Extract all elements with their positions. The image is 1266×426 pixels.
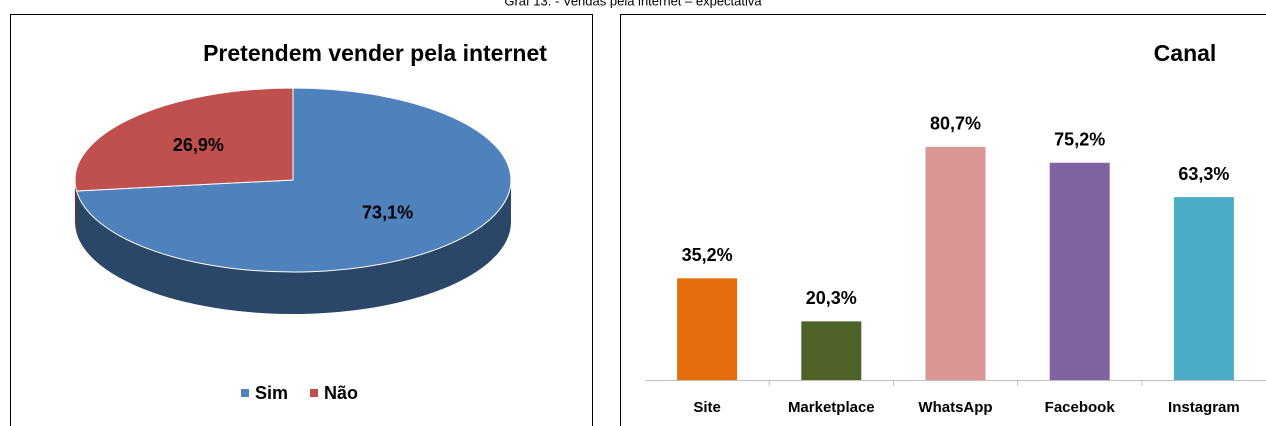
x-tick-label: WhatsApp (918, 399, 992, 416)
caption: Graf 13. - Vendas pela internet – expect… (504, 0, 762, 8)
bar (801, 321, 862, 380)
x-tick-label: Site (693, 399, 721, 416)
bar (1049, 162, 1110, 380)
legend-label: Não (324, 383, 358, 403)
legend-swatch (241, 389, 249, 397)
x-tick-label: Facebook (1045, 399, 1116, 416)
pie-title: Pretendem vender pela internet (203, 40, 547, 66)
data-label: 80,7% (930, 114, 981, 134)
data-label: 20,3% (806, 288, 857, 308)
legend-label: Sim (255, 383, 288, 403)
pie-slice (75, 87, 512, 273)
bar (1173, 197, 1234, 380)
bar (925, 146, 986, 380)
data-label: 75,2% (1054, 130, 1105, 150)
bar (677, 278, 738, 380)
bar-title: Canal (1154, 40, 1217, 66)
pie-side (76, 180, 512, 314)
pie-slice (74, 87, 294, 192)
x-tick-label: Instagram (1168, 399, 1240, 416)
x-tick-label: Marketplace (788, 399, 875, 416)
data-label: 26,9% (173, 135, 224, 155)
data-label: 73,1% (362, 202, 413, 222)
pie-side (75, 180, 77, 233)
data-label: 63,3% (1178, 164, 1229, 184)
legend-swatch (310, 389, 319, 397)
data-label: 35,2% (682, 245, 733, 265)
